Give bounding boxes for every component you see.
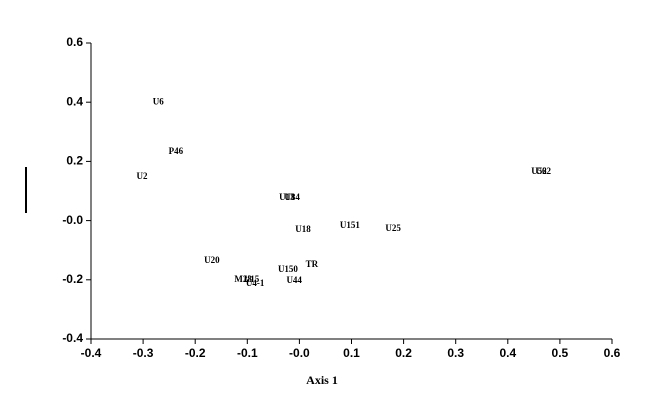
point-label: U44: [286, 275, 302, 285]
y-tick-label: -0.0: [62, 213, 83, 227]
y-tick-label: -0.4: [62, 331, 83, 345]
point-label: U150: [278, 264, 298, 274]
point-label: U4-1: [246, 278, 265, 288]
x-tick-label: -0.1: [237, 346, 258, 360]
y-tick-label: -0.2: [62, 272, 83, 286]
x-tick-label: 0.6: [604, 346, 621, 360]
point-label: U15: [244, 274, 260, 284]
x-tick-label: 0.2: [395, 346, 412, 360]
point-label: U52: [531, 166, 547, 176]
point-label: U151: [340, 220, 360, 230]
y-tick-label: 0.4: [66, 94, 83, 108]
point-label: U6: [153, 96, 164, 106]
point-label: U62: [535, 166, 551, 176]
x-tick-label: -0.3: [133, 346, 154, 360]
point-label: U25: [385, 223, 401, 233]
x-tick-label: 0.5: [552, 346, 569, 360]
x-tick-label: 0.4: [499, 346, 516, 360]
point-label: U84: [284, 192, 300, 202]
point-label: M28: [234, 274, 252, 284]
y-tick-label: 0.6: [66, 35, 83, 49]
point-label: U20: [204, 255, 220, 265]
point-label: U2: [137, 171, 148, 181]
point-label: P46: [169, 146, 184, 156]
x-tick-label: -0.2: [185, 346, 206, 360]
y-tick-label: 0.2: [66, 154, 83, 168]
point-label: TR: [306, 259, 319, 269]
point-label: U13: [279, 192, 295, 202]
x-tick-label: 0.1: [343, 346, 360, 360]
x-axis-label: Axis 1: [306, 373, 338, 387]
x-tick-label: -0.0: [289, 346, 310, 360]
x-tick-label: -0.4: [81, 346, 102, 360]
x-tick-label: 0.3: [447, 346, 464, 360]
point-label: U18: [295, 224, 311, 234]
